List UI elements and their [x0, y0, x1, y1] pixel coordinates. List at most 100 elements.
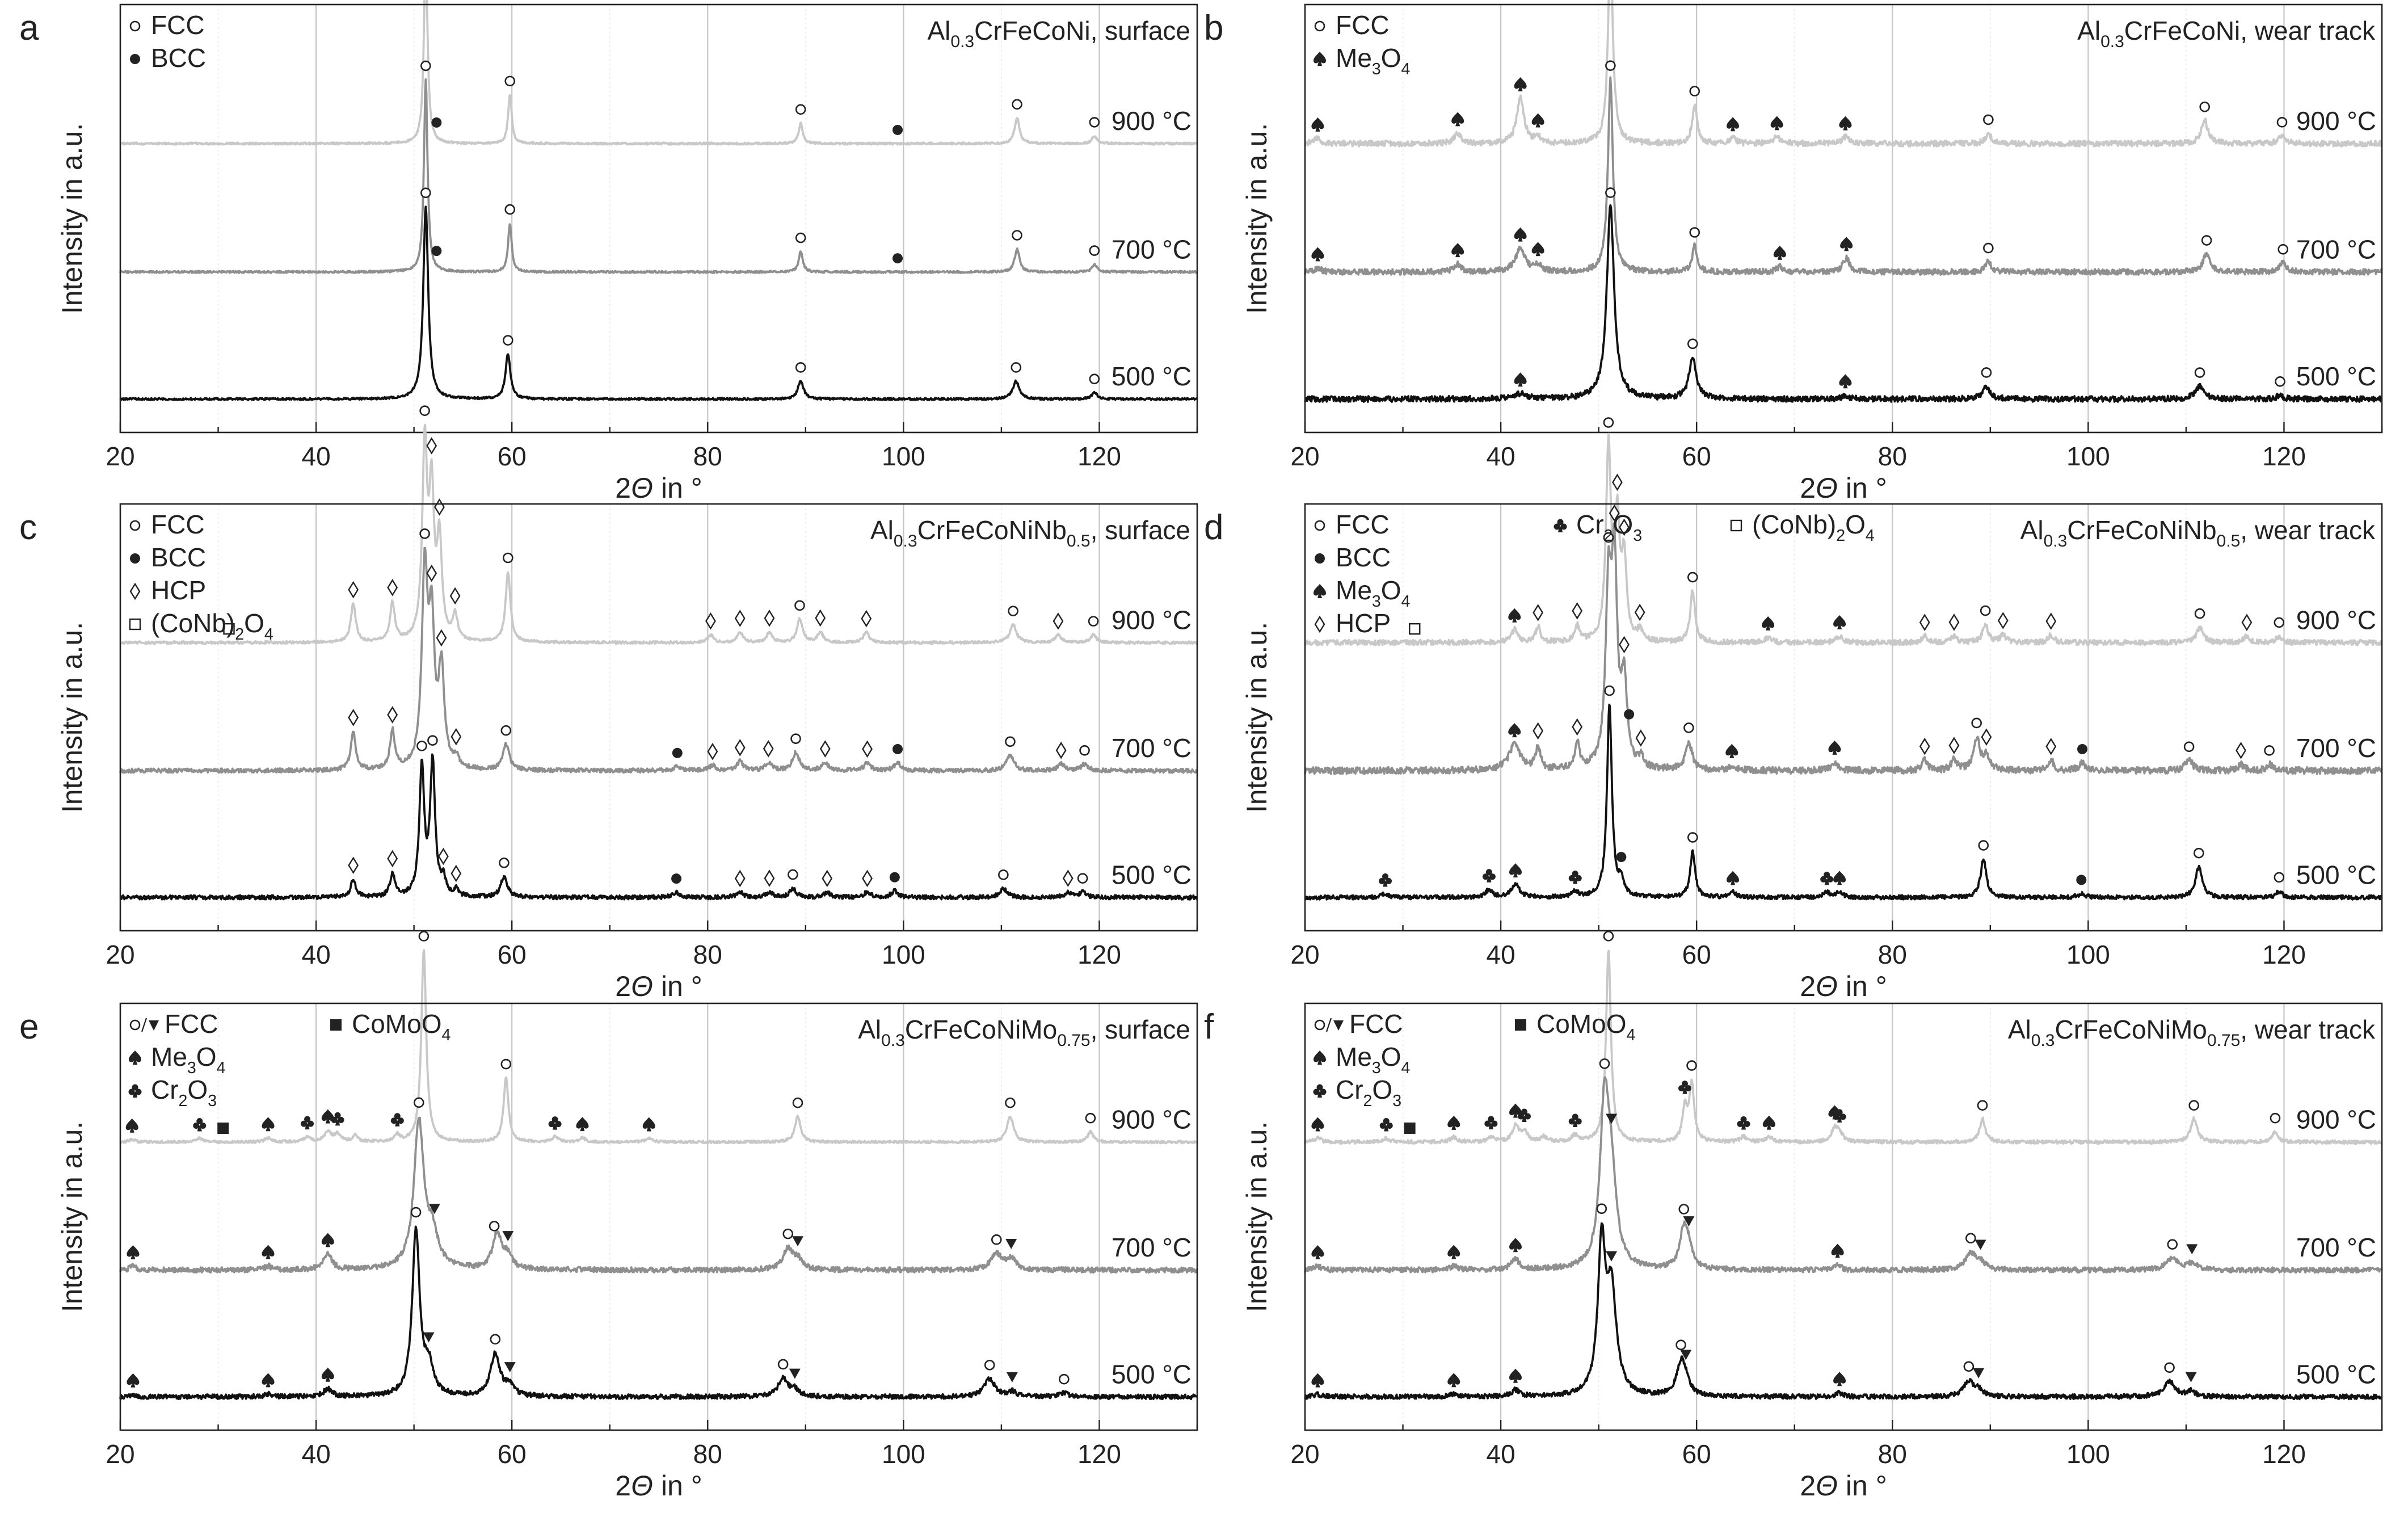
square-filled-icon — [1515, 1019, 1526, 1031]
spade-icon — [1514, 77, 1527, 92]
spade-icon — [1314, 1050, 1326, 1065]
legend-marker — [129, 1018, 159, 1032]
hcp-diamond-icon — [1948, 613, 1960, 631]
peak-marker — [1311, 117, 1324, 132]
hcp-diamond-icon — [1919, 613, 1930, 632]
legend-label: FCC — [151, 10, 205, 40]
y-axis-label: Intensity in a.u. — [1241, 123, 1273, 314]
peak-marker — [1085, 1112, 1096, 1124]
spade-icon — [1451, 243, 1464, 258]
peak-marker — [1606, 1113, 1618, 1124]
peak-marker — [2076, 875, 2087, 885]
series-line-500c — [119, 1225, 1198, 1400]
x-tick-label: 100 — [2066, 1439, 2110, 1469]
peak-marker — [777, 1359, 789, 1370]
peak-marker — [822, 869, 833, 888]
hcp-diamond-icon — [1572, 602, 1583, 620]
legend-marker — [1730, 519, 1742, 532]
hcp-diamond-icon — [1997, 612, 2009, 629]
bcc-dot-icon — [672, 747, 683, 758]
x-tick-label: 60 — [498, 1439, 527, 1469]
hcp-diamond-icon — [1612, 473, 1623, 491]
peak-marker — [262, 1117, 275, 1132]
legend-marker — [128, 1084, 142, 1098]
series-line-700c — [119, 547, 1198, 774]
plot-frame — [119, 3, 1198, 434]
legend-marker — [1554, 519, 1567, 532]
peak-marker — [705, 612, 716, 630]
spade-icon — [1727, 871, 1740, 885]
peak-marker — [390, 1113, 404, 1127]
fcc-circle-icon — [2194, 608, 2205, 619]
fcc-circle-icon — [782, 1228, 794, 1239]
peak-marker — [301, 1116, 314, 1130]
x-tick-label: 20 — [106, 1439, 134, 1469]
hcp-diamond-icon — [434, 498, 445, 516]
peak-marker — [1948, 737, 1960, 754]
triangle-down-icon — [1973, 1368, 1985, 1378]
peak-marker — [1997, 612, 2009, 629]
spade-icon — [129, 1050, 141, 1065]
triangle-down-icon — [1975, 1239, 1986, 1250]
club-icon — [1737, 1116, 1750, 1130]
bcc-dot-icon — [893, 744, 903, 755]
triangle-down-icon — [789, 1368, 801, 1379]
peak-marker — [1006, 1372, 1018, 1382]
fcc-circle-icon — [504, 75, 516, 87]
x-axis-label: 2Θ in ° — [1800, 1470, 1887, 1502]
fcc-circle-icon — [2264, 745, 2275, 756]
peak-marker — [795, 104, 806, 115]
bcc-dot-icon — [893, 124, 903, 135]
fcc-circle-icon — [1687, 338, 1698, 350]
legend: FCC BCC HCP(CoNb)2O4 — [129, 510, 273, 644]
fcc-circle-icon — [129, 20, 141, 32]
peak-marker — [2194, 608, 2205, 619]
peak-marker — [1634, 603, 1645, 621]
bcc-dot-icon — [2077, 744, 2088, 755]
fcc-circle-icon — [1089, 245, 1100, 256]
peak-marker — [984, 1359, 995, 1371]
hcp-diamond-icon — [387, 706, 398, 724]
hcp-diamond-icon — [348, 856, 359, 875]
bcc-dot-icon — [893, 253, 903, 264]
peak-marker — [1833, 1109, 1846, 1123]
legend-label: Me3O4 — [1336, 575, 1411, 611]
peak-marker — [1508, 723, 1521, 738]
peak-marker — [1518, 1108, 1531, 1122]
series-line-700c — [1304, 76, 2383, 276]
peak-marker — [502, 1231, 514, 1242]
bcc-dot-icon — [671, 873, 682, 884]
spade-icon — [1773, 245, 1786, 260]
series-line-900c — [119, 423, 1198, 645]
spade-icon — [1311, 247, 1324, 262]
peak-marker — [1568, 870, 1582, 884]
peak-marker — [434, 498, 445, 516]
spade-icon — [262, 1117, 275, 1132]
peak-marker — [413, 1097, 424, 1108]
peak-marker — [2264, 745, 2275, 756]
spade-icon — [1833, 1372, 1846, 1386]
peak-marker — [1612, 473, 1623, 491]
hcp-diamond-icon — [426, 437, 437, 455]
spade-icon — [1833, 871, 1846, 885]
triangle-down-icon — [1680, 1350, 1692, 1360]
triangle-down-icon — [1606, 1113, 1618, 1124]
fcc-circle-icon — [1005, 736, 1016, 747]
series-label: 700 °C — [1112, 1233, 1192, 1262]
x-axis-label: 2Θ in ° — [615, 1470, 702, 1502]
peak-marker — [1603, 417, 1614, 428]
panel-d: 900 °C 700 °C 500 °C 20 40 60 80 100 120 2Θ in ° I… — [1204, 417, 2383, 1002]
x-tick-label: 20 — [106, 442, 134, 471]
series-label: 500 °C — [2296, 362, 2376, 391]
peak-marker — [2186, 1244, 2198, 1255]
peak-marker — [795, 362, 806, 373]
fcc-circle-icon — [2194, 367, 2205, 378]
peak-marker — [1447, 1373, 1460, 1388]
x-axis-label: 2Θ in ° — [615, 472, 702, 504]
fcc-circle-icon — [1079, 745, 1090, 756]
x-tick-label: 40 — [302, 442, 331, 471]
spade-icon — [1508, 608, 1521, 623]
peak-marker — [1948, 613, 1960, 631]
peak-marker — [1609, 504, 1620, 522]
club-icon — [128, 1084, 142, 1098]
